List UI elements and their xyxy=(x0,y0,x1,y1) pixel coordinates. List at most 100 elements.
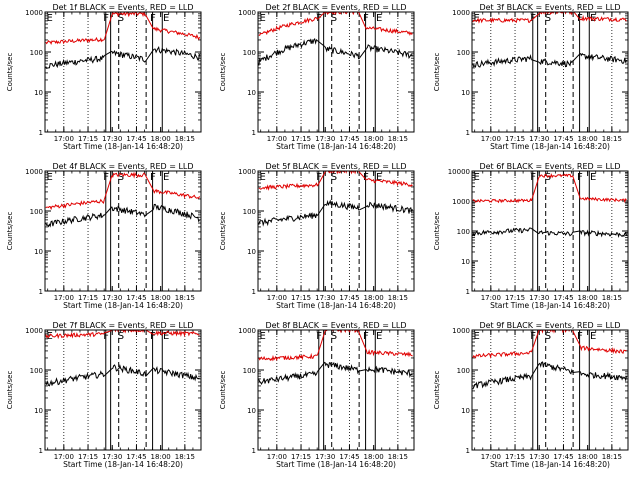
series-events xyxy=(258,370,318,386)
marker-label-e: E xyxy=(474,172,480,183)
y-tick-label: 10 xyxy=(34,407,43,415)
x-tick-label: 18:00 xyxy=(578,294,598,302)
marker-label-f: F xyxy=(150,13,156,24)
series-events xyxy=(366,44,413,59)
x-tick-label: 18:00 xyxy=(151,135,171,143)
x-axis-label: Start Time (18-Jan-14 16:48:20) xyxy=(490,301,610,310)
series-lld-jump xyxy=(145,175,154,191)
series-lld xyxy=(365,26,413,36)
marker-label-f: F xyxy=(150,172,156,183)
series-lld xyxy=(365,348,413,358)
marker-label-e: E xyxy=(376,13,382,24)
x-tick-label: 18:15 xyxy=(388,453,408,461)
plot-frame xyxy=(44,329,202,451)
marker-label-s: S xyxy=(118,331,124,342)
series-events xyxy=(152,203,200,223)
series-lld-jump xyxy=(103,175,113,200)
panel-5: Det 5f BLACK = Events, RED = LLD Counts/s… xyxy=(219,162,415,310)
series-lld xyxy=(111,330,146,334)
series-lld xyxy=(153,26,200,41)
marker-label-e: E xyxy=(163,13,169,24)
plot-frame xyxy=(44,11,202,133)
series-lld xyxy=(258,16,318,36)
series-events xyxy=(472,372,532,390)
x-axis-label: Start Time (18-Jan-14 16:48:20) xyxy=(490,460,610,469)
x-tick-label: 17:45 xyxy=(126,453,146,461)
x-tick-label: 17:00 xyxy=(267,453,287,461)
x-tick-label: 17:15 xyxy=(505,294,525,302)
series-lld-jump xyxy=(572,175,581,200)
marker-label-f: F xyxy=(577,331,583,342)
x-tick-label: 18:15 xyxy=(602,294,622,302)
y-tick-label: 1 xyxy=(466,288,470,296)
series-lld xyxy=(45,36,105,46)
series-events-jump xyxy=(531,228,540,235)
series-events xyxy=(324,199,360,211)
marker-label-s: S xyxy=(331,13,337,24)
plot-area xyxy=(45,171,200,228)
series-lld xyxy=(258,352,318,362)
series-events-jump xyxy=(145,367,154,377)
series-events xyxy=(111,205,147,218)
y-tick-label: 10 xyxy=(34,248,43,256)
series-lld-jump xyxy=(531,13,540,21)
panel-1: Det 1f BLACK = Events, RED = LLD Counts/s… xyxy=(6,3,202,151)
y-tick-label: 1000 xyxy=(238,327,256,335)
plot-area xyxy=(472,12,627,69)
series-events xyxy=(153,366,200,382)
marker-label-e: E xyxy=(474,13,480,24)
panel-title: Det 2f BLACK = Events, RED = LLD xyxy=(265,3,406,12)
plot-frame xyxy=(471,170,629,292)
marker-label-f: F xyxy=(316,331,322,342)
panel-6: Det 6f BLACK = Events, RED = LLD Counts/s… xyxy=(433,162,629,310)
series-lld-jump xyxy=(358,12,367,30)
y-tick-label: 10 xyxy=(247,248,256,256)
x-tick-label: 18:15 xyxy=(602,135,622,143)
x-tick-label: 17:15 xyxy=(505,135,525,143)
y-tick-label: 10 xyxy=(461,407,470,415)
x-tick-label: 17:15 xyxy=(291,135,311,143)
marker-label-s: S xyxy=(331,331,337,342)
series-events xyxy=(45,54,105,70)
y-tick-label: 100 xyxy=(30,208,43,216)
y-axis-label: Counts/sec xyxy=(219,53,227,92)
panel-title: Det 4f BLACK = Events, RED = LLD xyxy=(52,162,193,171)
x-tick-label: 18:00 xyxy=(364,453,384,461)
series-events xyxy=(579,52,627,65)
x-tick-label: 17:45 xyxy=(553,294,573,302)
series-events xyxy=(538,57,573,68)
marker-label-f: F xyxy=(363,172,369,183)
marker-label-e: E xyxy=(260,172,266,183)
series-lld-jump xyxy=(358,331,367,351)
marker-label-e: E xyxy=(163,172,169,183)
y-tick-label: 1 xyxy=(252,447,256,455)
series-events xyxy=(472,227,532,237)
y-tick-label: 1000 xyxy=(452,198,470,206)
panel-title: Det 7f BLACK = Events, RED = LLD xyxy=(52,321,193,330)
plot-frame xyxy=(471,11,629,133)
x-axis-label: Start Time (18-Jan-14 16:48:20) xyxy=(276,301,396,310)
x-tick-label: 17:15 xyxy=(78,294,98,302)
x-tick-label: 17:00 xyxy=(54,135,74,143)
x-tick-label: 17:00 xyxy=(267,135,287,143)
series-events xyxy=(153,45,200,61)
panel-title: Det 5f BLACK = Events, RED = LLD xyxy=(265,162,406,171)
marker-label-f: F xyxy=(363,331,369,342)
y-tick-label: 1 xyxy=(252,288,256,296)
panel-2: Det 2f BLACK = Events, RED = LLD Counts/s… xyxy=(219,3,415,151)
y-axis-label: Counts/sec xyxy=(219,212,227,251)
x-tick-label: 18:15 xyxy=(602,453,622,461)
x-axis-label: Start Time (18-Jan-14 16:48:20) xyxy=(276,460,396,469)
series-events-jump xyxy=(530,363,540,377)
marker-label-e: E xyxy=(590,331,596,342)
x-tick-label: 17:00 xyxy=(54,453,74,461)
x-tick-label: 18:15 xyxy=(175,453,195,461)
y-tick-label: 100 xyxy=(30,49,43,57)
x-tick-label: 18:00 xyxy=(151,294,171,302)
marker-label-f: F xyxy=(316,172,322,183)
marker-label-e: E xyxy=(376,172,382,183)
series-lld xyxy=(472,350,532,359)
panel-title: Det 6f BLACK = Events, RED = LLD xyxy=(479,162,620,171)
series-lld xyxy=(472,17,532,24)
series-events xyxy=(538,361,574,375)
